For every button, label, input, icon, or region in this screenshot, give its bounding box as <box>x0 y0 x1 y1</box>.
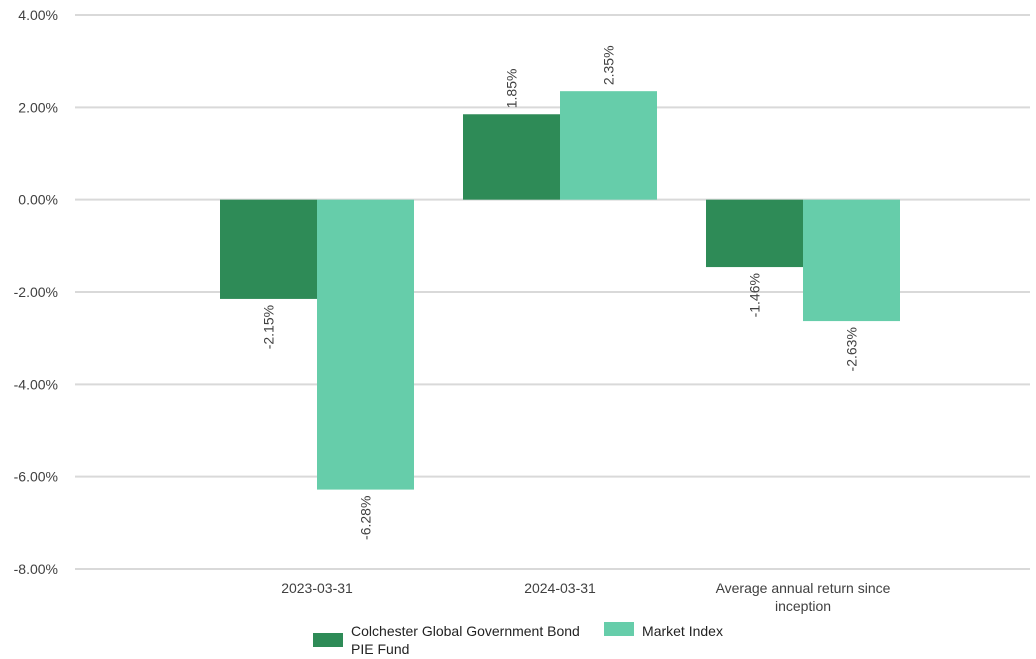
legend-swatch-market-index <box>604 622 635 636</box>
y-tick-label: -6.00% <box>14 469 58 485</box>
y-tick-label: -2.00% <box>14 284 58 300</box>
data-label: -2.63% <box>844 327 860 371</box>
bar-fund <box>463 114 560 200</box>
legend-label-market-index: Market Index <box>642 623 723 639</box>
y-tick-label: -4.00% <box>14 376 58 392</box>
x-category-label: 2023-03-31 <box>281 580 353 596</box>
legend-swatch-fund <box>313 633 344 647</box>
x-category-label: Average annual return since inception <box>716 580 891 614</box>
y-tick-label: 4.00% <box>18 7 58 23</box>
data-label: 2.35% <box>601 45 617 85</box>
bar-fund <box>220 199 317 299</box>
x-category-label: 2024-03-31 <box>524 580 596 596</box>
y-tick-label: 0.00% <box>18 192 58 208</box>
bar-market-index <box>560 91 657 200</box>
data-label: -1.46% <box>747 273 763 317</box>
y-tick-label: 2.00% <box>18 99 58 115</box>
data-label: -2.15% <box>261 305 277 349</box>
legend-label-fund: Colchester Global Government Bond PIE Fu… <box>351 623 580 657</box>
data-label: 1.85% <box>504 69 520 109</box>
legend: Colchester Global Government Bond PIE Fu… <box>0 622 1036 658</box>
bar-market-index <box>803 199 900 322</box>
bar-market-index <box>317 199 414 490</box>
data-label: -6.28% <box>358 496 374 540</box>
bar-fund <box>706 199 803 268</box>
legend-item-market-index: Market Index <box>604 622 723 658</box>
legend-item-fund: Colchester Global Government Bond PIE Fu… <box>313 622 586 658</box>
bar-chart: 4.00% 2.00% 0.00% -2.00% -4.00% -6.00% -8.00% -… <box>14 7 1030 614</box>
y-tick-label: -8.00% <box>14 561 58 577</box>
